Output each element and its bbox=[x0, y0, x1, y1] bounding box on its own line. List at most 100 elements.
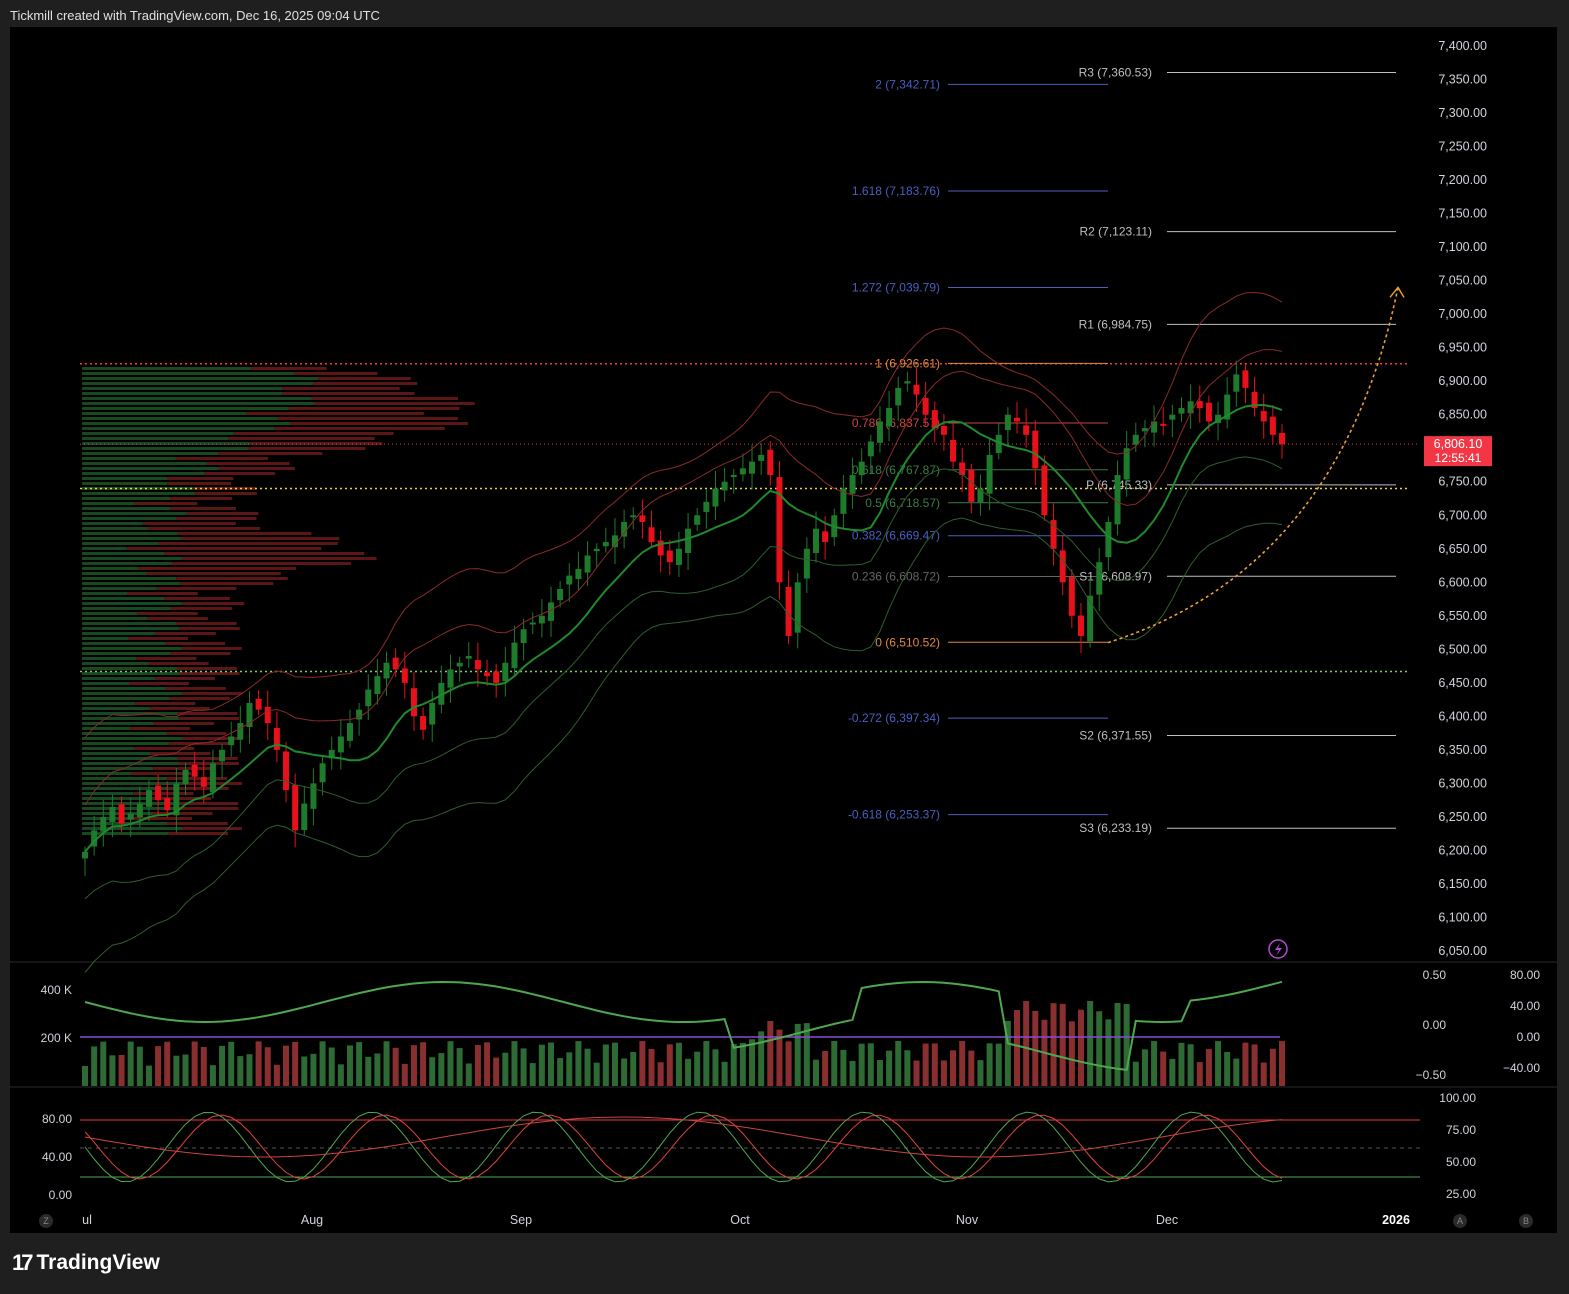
candle-body bbox=[721, 481, 728, 491]
volume-profile-bar-up bbox=[82, 817, 133, 820]
price-axis-tick: 6,450.00 bbox=[1438, 676, 1487, 690]
price-axis-tick: 6,100.00 bbox=[1438, 910, 1487, 924]
current-price-value: 6,806.10 bbox=[1434, 437, 1483, 451]
a-button[interactable]: A bbox=[1453, 1214, 1467, 1228]
candle-body bbox=[940, 425, 947, 435]
volume-profile-bar-up bbox=[82, 527, 149, 530]
fib-level-label: 0 (6,510.52) bbox=[875, 635, 940, 649]
chart-frame[interactable]: 2 (7,342.71) 1.618 (7,183.76) 1.272 (7,039… bbox=[10, 27, 1557, 1233]
volume-profile-bar-down bbox=[181, 647, 242, 650]
volume-profile-bar-up bbox=[82, 717, 180, 720]
candle-body bbox=[1004, 414, 1011, 431]
volume-bar bbox=[91, 1046, 98, 1086]
volume-bar bbox=[1105, 1019, 1112, 1086]
candle-body bbox=[995, 434, 1002, 454]
chart-svg[interactable]: 2 (7,342.71) 1.618 (7,183.76) 1.272 (7,039… bbox=[10, 27, 1557, 1233]
volume-profile-bar-up bbox=[82, 617, 148, 620]
volume-profile-bar-down bbox=[193, 487, 256, 490]
volume-profile-bar-down bbox=[155, 632, 216, 635]
volume-bar bbox=[109, 1055, 116, 1086]
volume-profile-bar-down bbox=[134, 747, 195, 750]
candle-body bbox=[447, 669, 454, 688]
candle-body bbox=[584, 555, 591, 573]
volume-profile-bar-down bbox=[175, 457, 269, 460]
volume-profile-bar-up bbox=[82, 512, 188, 515]
candle-body bbox=[328, 749, 335, 759]
volume-profile-bar-up bbox=[82, 577, 177, 580]
volume-profile-bar-up bbox=[82, 457, 176, 460]
price-axis-tick: 7,350.00 bbox=[1438, 73, 1487, 87]
pivot-level-label: R1 (6,984.75) bbox=[1079, 317, 1152, 331]
volume-bar bbox=[465, 1063, 472, 1086]
volume-bar bbox=[959, 1041, 966, 1086]
volume-profile-bar-down bbox=[314, 402, 475, 405]
volume-bar bbox=[1269, 1048, 1276, 1086]
price-axis-tick: 7,400.00 bbox=[1438, 39, 1487, 53]
volume-bar bbox=[200, 1046, 207, 1086]
candle-body bbox=[1014, 417, 1021, 422]
volume-profile-bar-down bbox=[228, 437, 375, 440]
volume-profile-bar-up bbox=[82, 767, 154, 770]
candle-body bbox=[100, 816, 107, 832]
volume-profile-bar-up bbox=[82, 492, 196, 495]
volume-bar bbox=[758, 1031, 765, 1086]
volume-profile-bar-up bbox=[82, 452, 219, 455]
volume-bar bbox=[886, 1050, 893, 1086]
current-price-badge bbox=[1424, 436, 1492, 467]
tradingview-brand: TradingView bbox=[36, 1251, 160, 1274]
z-button[interactable]: Z bbox=[39, 1214, 53, 1228]
candle-body bbox=[666, 550, 673, 563]
volume-bar bbox=[1160, 1051, 1167, 1086]
volume-profile-bar-down bbox=[313, 382, 418, 385]
volume-bar bbox=[703, 1041, 710, 1086]
volume-bar bbox=[940, 1060, 947, 1086]
price-axis-tick: 7,300.00 bbox=[1438, 106, 1487, 120]
volume-bar bbox=[136, 1046, 143, 1086]
pivot-level-label: S2 (6,371.55) bbox=[1079, 728, 1152, 742]
b-button[interactable]: B bbox=[1519, 1214, 1533, 1228]
volume-bar bbox=[1205, 1049, 1212, 1086]
volume-profile-bar-down bbox=[176, 517, 257, 520]
volume-profile-bar-up bbox=[82, 472, 205, 475]
volume-bar bbox=[1096, 1011, 1103, 1086]
candle-body bbox=[575, 568, 582, 580]
volume-profile-bar-down bbox=[288, 407, 460, 410]
volume-bar bbox=[155, 1046, 162, 1086]
volume-profile-bar-up bbox=[82, 537, 182, 540]
volume-profile-bar-down bbox=[277, 417, 458, 420]
volume-bar bbox=[219, 1045, 226, 1086]
volume-profile-bar-down bbox=[136, 657, 197, 660]
volume-profile-bar-up bbox=[82, 687, 166, 690]
volume-profile-bar-up bbox=[82, 727, 131, 730]
volume-profile-bar-down bbox=[176, 622, 237, 625]
volume-profile-bar-up bbox=[82, 677, 155, 680]
candles bbox=[82, 360, 1285, 876]
volume-profile-bar-down bbox=[179, 672, 240, 675]
price-axis-tick: 6,550.00 bbox=[1438, 609, 1487, 623]
volume-bar bbox=[593, 1062, 600, 1086]
volume-bar bbox=[502, 1052, 509, 1086]
volume-profile-bar-down bbox=[158, 542, 338, 545]
candle-body bbox=[136, 803, 143, 818]
candle-body bbox=[602, 542, 609, 547]
candle-body bbox=[301, 803, 308, 831]
fib-level-label: -0.618 (6,253.37) bbox=[848, 808, 940, 822]
candle-body bbox=[712, 488, 719, 507]
candle-body bbox=[968, 469, 975, 502]
volume-profile-bar-up bbox=[82, 802, 179, 805]
volume-bar bbox=[831, 1041, 838, 1086]
volume-profile-bar-down bbox=[168, 787, 229, 790]
stoch-axis-tick: 75.00 bbox=[1446, 1123, 1476, 1137]
pivot-level-label: S3 (6,233.19) bbox=[1079, 821, 1152, 835]
volume-profile-bar-down bbox=[218, 452, 323, 455]
candle-body bbox=[1023, 425, 1030, 435]
volume-profile-bar-up bbox=[82, 657, 137, 660]
candle-body bbox=[1059, 550, 1066, 583]
volume-profile-bar-down bbox=[164, 552, 365, 555]
tradingview-logo[interactable]: 17 TradingView bbox=[12, 1250, 160, 1276]
volume-bar bbox=[264, 1047, 271, 1086]
volume-profile-bar-down bbox=[311, 397, 459, 400]
volume-profile-bar-up bbox=[82, 702, 136, 705]
volume-profile-bar-up bbox=[82, 782, 182, 785]
volume-panel[interactable]: 400 K 200 K 0.50 0.00 −0.50 80.00 40.00 0.00 −40… bbox=[41, 968, 1541, 1086]
